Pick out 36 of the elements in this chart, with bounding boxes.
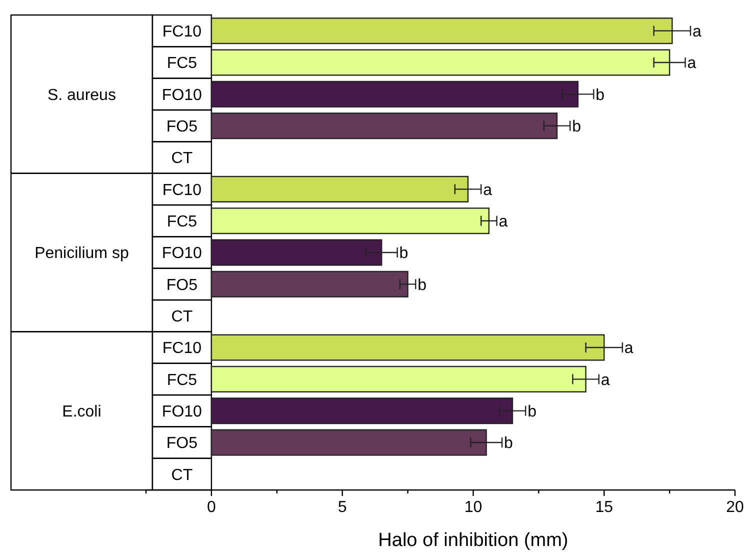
y-tick-label: FC10 — [162, 23, 202, 40]
y-tick-label: FO5 — [166, 118, 198, 136]
text: Penicilium sp — [34, 245, 129, 262]
x-tick-label: 15 — [595, 499, 614, 516]
y-tick-label: FC5 — [166, 213, 198, 230]
y-tick-label: FC10 — [162, 340, 202, 358]
data-label: a — [600, 372, 610, 389]
y-tick-label: FO5 — [166, 276, 198, 294]
x-tick-label: 20 — [726, 499, 744, 516]
text: S. aureus — [47, 86, 116, 104]
y-tick-label: FO10 — [162, 403, 202, 420]
data-label: a — [483, 182, 492, 199]
data-label: b — [504, 435, 514, 452]
y-tick-label: CT — [171, 466, 193, 484]
y-tick-label: FC5 — [166, 372, 198, 389]
x-tick-label: 5 — [338, 499, 347, 516]
data-label: b — [596, 86, 605, 104]
data-label: b — [572, 118, 582, 136]
data-label: b — [418, 276, 427, 294]
y-tick-label: CT — [171, 308, 193, 326]
y-tick-label: FO10 — [162, 86, 202, 104]
data-label: a — [624, 340, 634, 358]
data-label: a — [687, 55, 696, 72]
data-label: a — [498, 213, 508, 230]
y-tick-label: FO10 — [162, 245, 202, 262]
y-tick-label: FC5 — [166, 55, 198, 72]
data-label: b — [528, 403, 537, 420]
text: E.coli — [62, 403, 102, 420]
y-tick-label: FC10 — [162, 182, 202, 199]
y-tick-label: CT — [171, 150, 193, 168]
x-tick-label: 0 — [206, 499, 216, 516]
x-tick-label: 10 — [464, 499, 482, 516]
data-label: b — [399, 245, 408, 262]
data-label: a — [692, 23, 702, 40]
x-axis-title: Halo of inhibition (mm) — [378, 530, 568, 551]
y-tick-label: FO5 — [166, 435, 198, 452]
